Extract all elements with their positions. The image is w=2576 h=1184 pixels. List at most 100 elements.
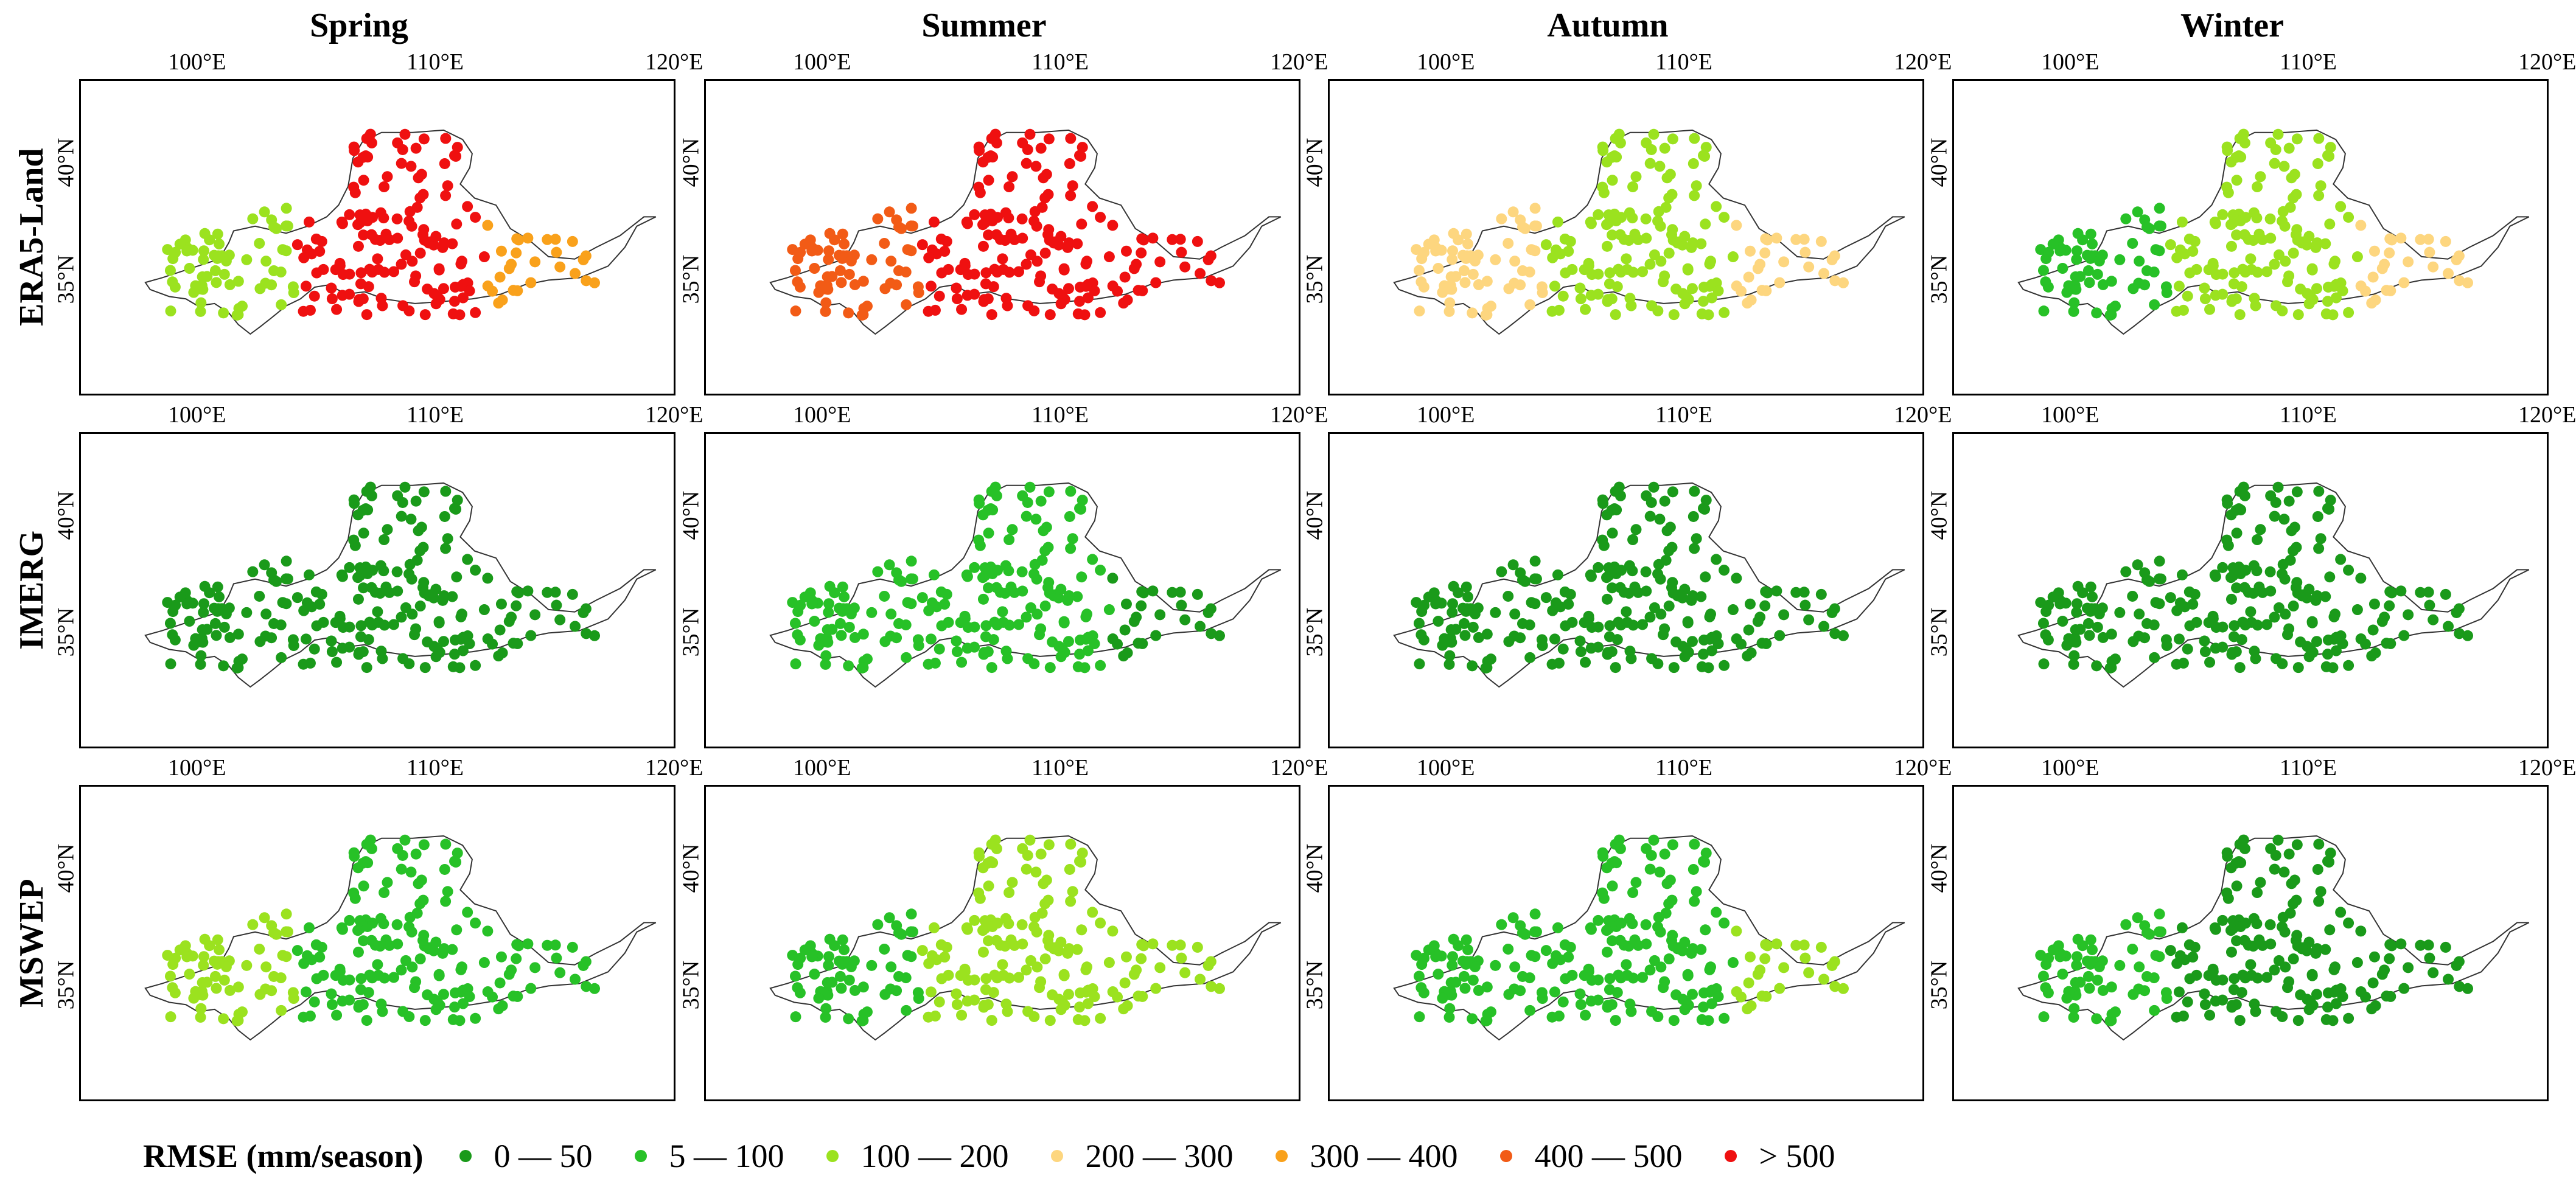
station-point <box>354 294 365 305</box>
station-point <box>428 994 440 1005</box>
station-point <box>979 294 990 305</box>
station-point <box>2313 190 2325 201</box>
station-point <box>439 158 450 169</box>
station-point <box>820 1011 831 1023</box>
station-point <box>413 525 424 537</box>
station-point <box>884 559 895 571</box>
station-point <box>1627 534 1639 546</box>
station-point <box>1547 958 1559 969</box>
station-point <box>1552 569 1563 580</box>
station-point <box>316 588 327 600</box>
station-point <box>823 607 834 618</box>
station-point <box>354 562 366 574</box>
station-point <box>891 632 902 644</box>
station-point <box>2191 969 2202 981</box>
station-point <box>916 239 928 251</box>
station-point <box>1524 1005 1536 1016</box>
station-point <box>355 631 366 642</box>
map-svg <box>2017 128 2530 335</box>
station-point <box>2312 510 2323 522</box>
station-point <box>1462 238 1474 249</box>
station-point <box>1095 565 1106 576</box>
station-point <box>1507 206 1519 218</box>
station-point <box>1503 590 1514 602</box>
station-point <box>462 201 473 212</box>
station-point <box>2177 304 2189 316</box>
station-point <box>943 969 954 981</box>
station-point <box>411 554 423 566</box>
station-point <box>2367 624 2379 636</box>
station-point <box>407 256 418 267</box>
station-point <box>199 580 211 592</box>
station-point <box>1687 590 1698 602</box>
station-point <box>2351 251 2363 263</box>
station-point <box>969 641 980 653</box>
station-point <box>2217 268 2229 280</box>
station-point <box>1663 248 1675 259</box>
station-point <box>983 880 994 892</box>
station-point <box>1079 309 1091 321</box>
station-point <box>2093 608 2105 619</box>
station-point <box>1072 238 1083 249</box>
station-point <box>1593 209 1604 220</box>
station-point <box>1192 588 1203 600</box>
station-point <box>1055 231 1067 242</box>
station-point <box>901 299 912 310</box>
station-point <box>1553 304 1565 316</box>
station-point <box>1745 294 1757 306</box>
station-point <box>378 212 389 224</box>
station-point <box>1727 957 1739 969</box>
station-point <box>2367 977 2379 989</box>
station-point <box>2221 534 2233 546</box>
station-point <box>2269 158 2280 169</box>
station-point <box>1688 510 1699 522</box>
station-point <box>2355 220 2367 231</box>
station-point <box>857 276 869 287</box>
station-point <box>1593 621 1604 633</box>
longitude-tick-label: 110°E <box>407 755 464 781</box>
station-point <box>2217 974 2229 986</box>
station-point <box>1055 651 1067 663</box>
station-point <box>928 216 940 228</box>
station-point <box>2199 988 2210 1000</box>
station-point <box>2302 994 2313 1005</box>
station-point <box>1077 848 1088 859</box>
station-point <box>1632 939 1644 951</box>
station-point <box>1461 605 1472 617</box>
station-point <box>2106 629 2117 640</box>
station-point <box>2311 989 2322 1000</box>
station-point <box>2277 568 2288 580</box>
station-point <box>2154 220 2165 232</box>
station-point <box>1660 201 1672 213</box>
station-point <box>1616 212 1627 223</box>
station-point <box>1030 161 1042 172</box>
station-point <box>254 590 265 602</box>
station-point <box>1024 128 1036 140</box>
station-point <box>979 915 991 927</box>
legend-item: > 500 <box>1725 1137 1835 1175</box>
station-point <box>1613 616 1624 628</box>
station-point <box>1517 618 1529 629</box>
map-svg <box>1393 128 1905 335</box>
station-point <box>2301 945 2312 956</box>
longitude-tick-label: 100°E <box>1417 49 1475 75</box>
station-point <box>2227 915 2239 927</box>
station-point <box>447 944 458 955</box>
station-point <box>1119 977 1131 989</box>
station-point <box>1458 618 1470 629</box>
station-point <box>1719 660 1730 671</box>
station-point <box>2154 951 2165 963</box>
station-point <box>2351 604 2363 616</box>
station-point <box>457 292 469 304</box>
station-point <box>2285 907 2296 919</box>
station-point <box>2239 137 2250 148</box>
station-point <box>1503 989 1515 1000</box>
station-point <box>482 633 494 645</box>
station-point <box>281 598 292 610</box>
longitude-tick-label: 100°E <box>168 755 226 781</box>
station-point <box>2227 647 2238 658</box>
station-point <box>470 212 481 223</box>
station-point <box>2288 192 2299 204</box>
station-point <box>1028 568 1040 580</box>
station-point <box>979 562 991 574</box>
